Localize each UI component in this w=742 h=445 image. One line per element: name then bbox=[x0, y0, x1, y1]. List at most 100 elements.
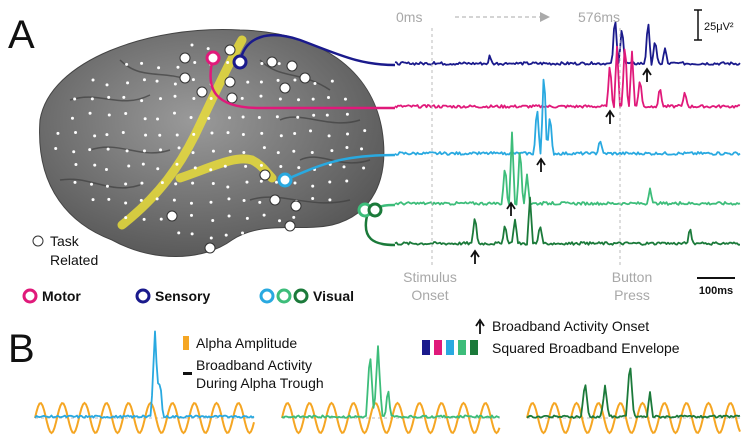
electrode-ring bbox=[279, 174, 291, 186]
electrode-dot bbox=[210, 131, 213, 134]
electrode-dot bbox=[345, 146, 348, 149]
task-electrode bbox=[270, 195, 280, 205]
electrode-dot bbox=[176, 133, 179, 136]
task-electrode bbox=[180, 73, 190, 83]
electrode-dot bbox=[260, 132, 263, 135]
electrode-dot bbox=[175, 163, 178, 166]
electrode-dot bbox=[344, 98, 347, 101]
electrode-dot bbox=[258, 116, 261, 119]
electrode-dot bbox=[157, 66, 160, 69]
electrode-dot bbox=[191, 182, 194, 185]
electrode-dot bbox=[259, 95, 262, 98]
electrode-dot bbox=[72, 150, 75, 153]
electrode-dot bbox=[156, 80, 159, 83]
electrode-dot bbox=[326, 114, 329, 117]
legend-label: During Alpha Trough bbox=[196, 375, 324, 391]
electrode-dot bbox=[211, 219, 214, 222]
connector bbox=[366, 212, 395, 245]
electrode-dot bbox=[212, 182, 215, 185]
electrode-dot bbox=[346, 113, 349, 116]
electrode-dot bbox=[242, 133, 245, 136]
legend-swatch bbox=[183, 372, 192, 375]
electrode-dot bbox=[260, 62, 263, 65]
electrode-dot bbox=[280, 134, 283, 137]
electrode-dot bbox=[210, 97, 213, 100]
electrode-dot bbox=[228, 215, 231, 218]
onset-label: Stimulus bbox=[403, 269, 457, 285]
electrode-dot bbox=[159, 148, 162, 151]
electrode-dot bbox=[312, 114, 315, 117]
electrode-dot bbox=[258, 201, 261, 204]
electrode-dot bbox=[227, 131, 230, 134]
electrode-dot bbox=[93, 134, 96, 137]
electrode-dot bbox=[142, 163, 145, 166]
electrode-ring bbox=[234, 56, 246, 68]
electrode-dot bbox=[242, 151, 245, 154]
legend-label: Squared Broadband Envelope bbox=[492, 340, 680, 356]
electrode-dot bbox=[107, 148, 110, 151]
legend-marker bbox=[295, 290, 307, 302]
electrode-dot bbox=[156, 197, 159, 200]
electrode-dot bbox=[144, 117, 147, 120]
task-electrode bbox=[267, 57, 277, 67]
legend-marker bbox=[278, 290, 290, 302]
electrode-dot bbox=[190, 116, 193, 119]
task-label: Task bbox=[50, 233, 80, 249]
electrode-dot bbox=[245, 181, 248, 184]
time-label: 576ms bbox=[578, 9, 620, 25]
electrode-dot bbox=[156, 167, 159, 170]
scale-bar bbox=[694, 10, 702, 40]
electrode-dot bbox=[330, 149, 333, 152]
legend-marker bbox=[261, 290, 273, 302]
electrode-dot bbox=[297, 98, 300, 101]
panel-label: A bbox=[8, 13, 35, 57]
electrode-dot bbox=[362, 167, 365, 170]
electrode-dot bbox=[107, 96, 110, 99]
time-scale-label: 100ms bbox=[699, 285, 733, 297]
electrode-dot bbox=[260, 180, 263, 183]
electrode-dot bbox=[190, 202, 193, 205]
electrode-dot bbox=[54, 147, 57, 150]
electrode-dot bbox=[124, 182, 127, 185]
onset-arrow-icon bbox=[476, 320, 484, 334]
electrode-dot bbox=[331, 80, 334, 83]
onset-arrow bbox=[537, 159, 545, 172]
electrode-dot bbox=[174, 95, 177, 98]
electrode-dot bbox=[210, 236, 213, 239]
electrode-dot bbox=[275, 181, 278, 184]
electrode-dot bbox=[91, 97, 94, 100]
electrode-dot bbox=[124, 202, 127, 205]
electrode-dot bbox=[140, 182, 143, 185]
electrode-dot bbox=[228, 116, 231, 119]
scale-label: 25μV² bbox=[704, 21, 734, 33]
electrode-dot bbox=[311, 197, 314, 200]
electrode-dot bbox=[209, 168, 212, 171]
electrode-dot bbox=[260, 164, 263, 167]
electrode-dot bbox=[360, 147, 363, 150]
onset-arrow bbox=[643, 69, 651, 82]
onset-arrow bbox=[606, 111, 614, 124]
electrode-dot bbox=[88, 148, 91, 151]
electrode-dot bbox=[276, 115, 279, 118]
electrode-dot bbox=[173, 199, 176, 202]
electrode-dot bbox=[292, 150, 295, 153]
electrode-ring bbox=[369, 204, 381, 216]
electrode-dot bbox=[278, 219, 281, 222]
electrode-dot bbox=[311, 185, 314, 188]
electrode-dot bbox=[190, 44, 193, 47]
electrode-dot bbox=[328, 180, 331, 183]
electrode-dot bbox=[92, 78, 95, 81]
electrode-dot bbox=[140, 199, 143, 202]
task-electrode bbox=[287, 61, 297, 71]
electrode-dot bbox=[161, 181, 164, 184]
electrode-dot bbox=[327, 96, 330, 99]
task-electrode bbox=[167, 211, 177, 221]
electrode-dot bbox=[343, 165, 346, 168]
electrode-dot bbox=[105, 133, 108, 136]
onset-arrow bbox=[507, 203, 515, 216]
legend-label: Visual bbox=[313, 288, 354, 304]
electrode-dot bbox=[93, 164, 96, 167]
electrode-dot bbox=[106, 83, 109, 86]
electrode-ring bbox=[207, 52, 219, 64]
electrode-dot bbox=[241, 97, 244, 100]
